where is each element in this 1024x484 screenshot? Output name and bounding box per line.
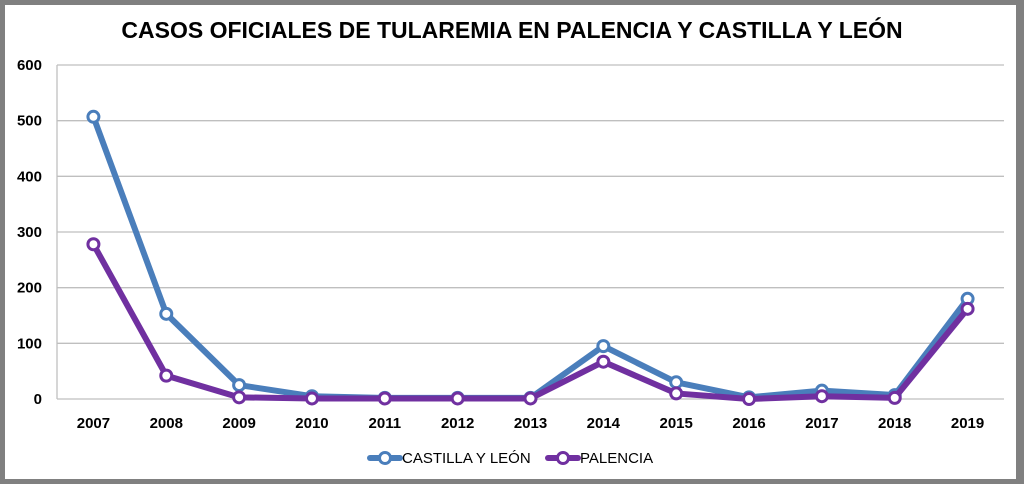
data-point xyxy=(669,375,684,390)
data-point xyxy=(450,391,465,406)
data-point xyxy=(523,391,538,406)
legend-label: CASTILLA Y LEÓN xyxy=(402,450,531,467)
x-tick-label: 2015 xyxy=(660,415,693,432)
data-point xyxy=(596,339,611,354)
legend-marker xyxy=(378,451,392,465)
y-axis-ticks: 0 100 200 300 400 500 600 xyxy=(17,57,42,408)
x-tick-label: 2019 xyxy=(951,415,984,432)
y-tick-label: 500 xyxy=(17,113,42,130)
data-point xyxy=(887,390,902,405)
x-tick-label: 2017 xyxy=(805,415,838,432)
y-tick-label: 200 xyxy=(17,280,42,297)
data-point xyxy=(232,390,247,405)
data-point xyxy=(159,306,174,321)
chart-title: CASOS OFICIALES DE TULAREMIA EN PALENCIA… xyxy=(121,16,902,43)
series-palencia xyxy=(86,237,975,406)
legend-item-palencia: PALENCIA xyxy=(545,450,653,467)
legend-item-castilla-y-leon: CASTILLA Y LEÓN xyxy=(367,450,531,467)
x-tick-label: 2009 xyxy=(222,415,255,432)
x-tick-label: 2018 xyxy=(878,415,911,432)
legend-marker xyxy=(556,451,570,465)
data-point xyxy=(960,301,975,316)
x-tick-label: 2016 xyxy=(732,415,765,432)
data-point xyxy=(377,391,392,406)
legend-label: PALENCIA xyxy=(580,450,653,467)
series-line xyxy=(90,241,971,402)
x-tick-label: 2008 xyxy=(150,415,183,432)
data-point xyxy=(86,109,101,124)
x-tick-label: 2010 xyxy=(295,415,328,432)
legend: CASTILLA Y LEÓN PALENCIA xyxy=(367,450,653,467)
x-tick-label: 2013 xyxy=(514,415,547,432)
series-layer xyxy=(86,109,975,406)
data-point xyxy=(742,392,757,406)
x-tick-label: 2011 xyxy=(369,415,402,432)
data-point xyxy=(159,368,174,383)
x-tick-label: 2007 xyxy=(77,415,110,432)
series-castilla-y-leon xyxy=(86,109,975,405)
data-point xyxy=(232,378,247,393)
x-tick-label: 2012 xyxy=(441,415,474,432)
y-tick-label: 600 xyxy=(17,57,42,74)
y-tick-label: 300 xyxy=(17,224,42,241)
data-point xyxy=(814,389,829,404)
x-tick-label: 2014 xyxy=(587,415,621,432)
data-point xyxy=(304,391,319,406)
data-point xyxy=(596,354,611,369)
x-axis-ticks: 2007 2008 2009 2010 2011 2012 2013 2014 2015 2016… xyxy=(77,415,985,432)
data-point xyxy=(86,237,101,252)
series-line xyxy=(90,113,971,401)
y-tick-label: 100 xyxy=(17,335,42,352)
data-point xyxy=(669,386,684,401)
y-tick-label: 400 xyxy=(17,168,42,185)
y-tick-label: 0 xyxy=(34,391,42,408)
